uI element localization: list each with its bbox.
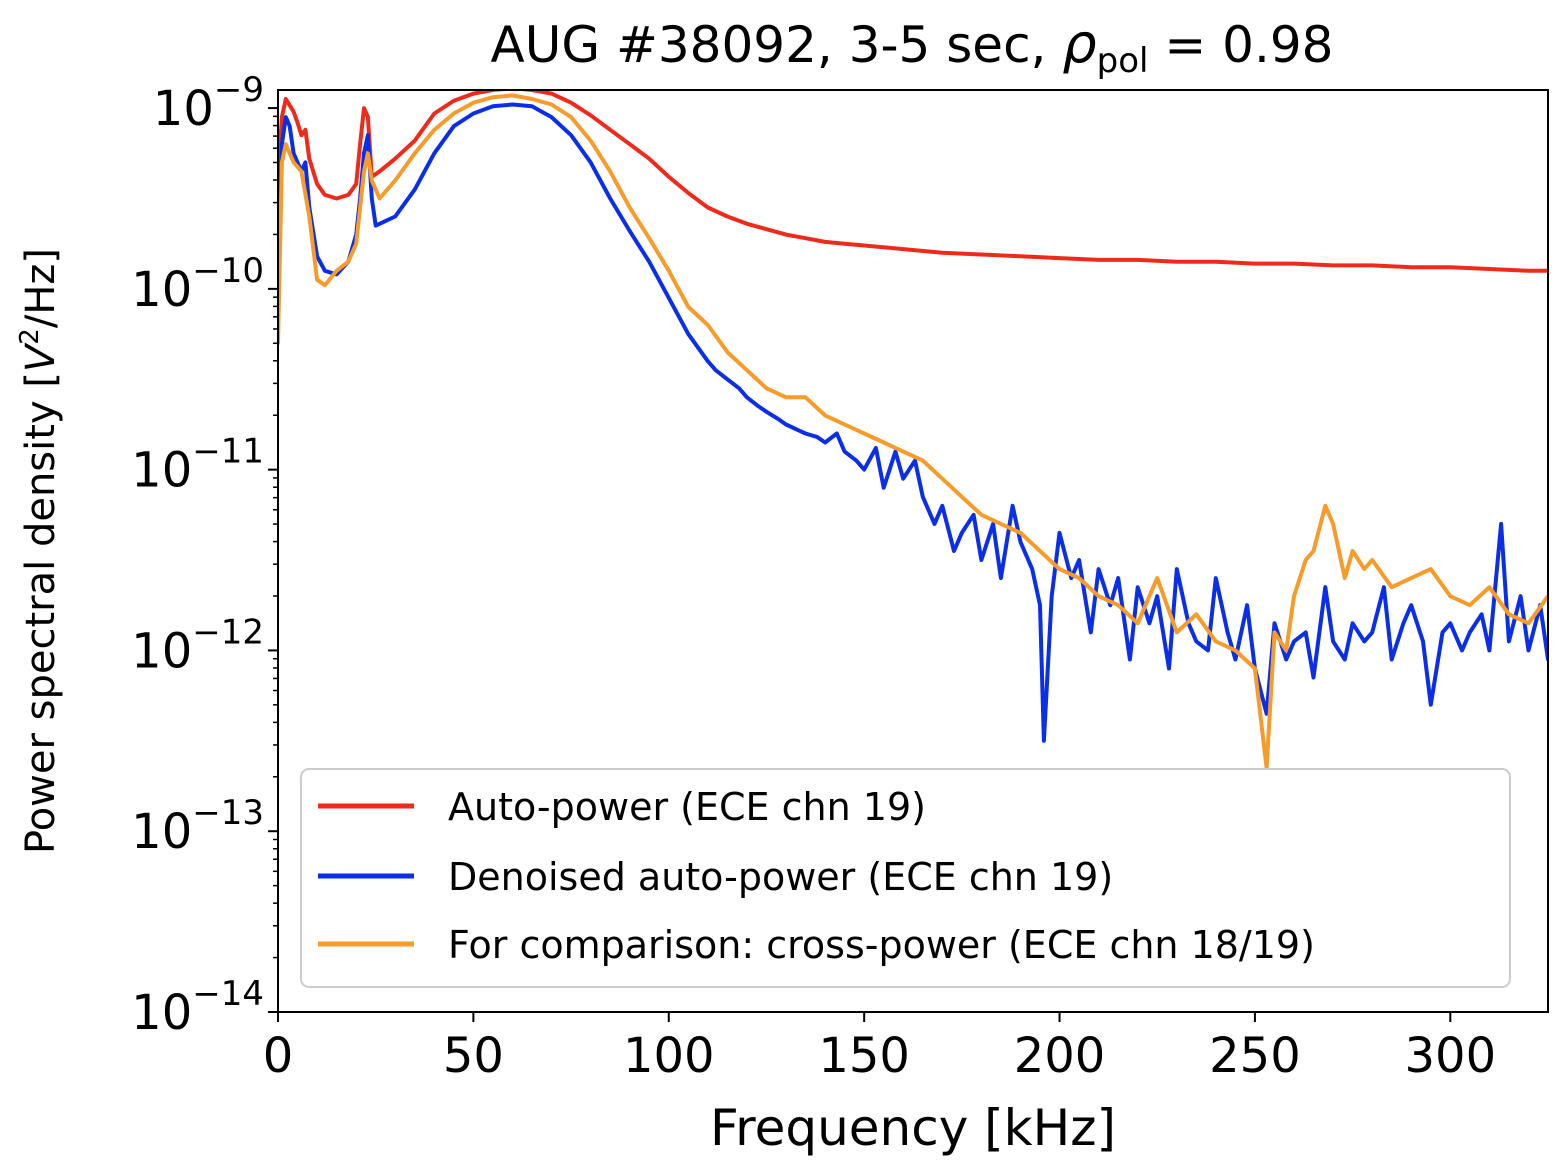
x-tick-label: 250 (1209, 1028, 1301, 1084)
y-tick-label: 10−14 (131, 974, 264, 1041)
chart-title: AUG #38092, 3-5 sec, ρpol = 0.98 (491, 12, 1334, 81)
y-tick-label: 10−11 (131, 432, 264, 499)
x-axis-ticks: 0 50 100 150 200 250 300 (263, 1012, 1496, 1084)
x-tick-label: 300 (1404, 1028, 1496, 1084)
x-tick-label: 50 (443, 1028, 504, 1084)
x-tick-label: 100 (623, 1028, 715, 1084)
x-tick-label: 150 (818, 1028, 910, 1084)
series-line-denoised (278, 102, 1548, 743)
legend-box (300, 768, 1511, 988)
y-tick-label: 10−10 (131, 251, 264, 318)
legend-label-cross: For comparison: cross-power (ECE chn 18/… (448, 923, 1315, 967)
legend: Auto-power (ECE chn 19) Denoised auto-po… (300, 768, 1511, 988)
y-axis-label: Power spectral density [V2/Hz] (15, 248, 64, 854)
x-tick-label: 0 (263, 1028, 294, 1084)
y-tick-label: 10−12 (131, 612, 264, 679)
y-axis-ticks: 10−9 10−10 10−11 10−12 10−13 10−14 (131, 70, 278, 1041)
y-tick-label: 10−13 (131, 793, 264, 860)
x-tick-label: 200 (1014, 1028, 1106, 1084)
plot-frame (277, 89, 1549, 1013)
legend-label-denoised: Denoised auto-power (ECE chn 19) (448, 855, 1113, 899)
y-tick-label: 10−9 (153, 70, 264, 137)
plot-area (278, 90, 1548, 770)
series-line-auto (278, 90, 1548, 273)
series-line-cross (278, 93, 1548, 770)
x-axis-label: Frequency [kHz] (710, 1099, 1116, 1157)
legend-label-auto: Auto-power (ECE chn 19) (448, 785, 926, 829)
